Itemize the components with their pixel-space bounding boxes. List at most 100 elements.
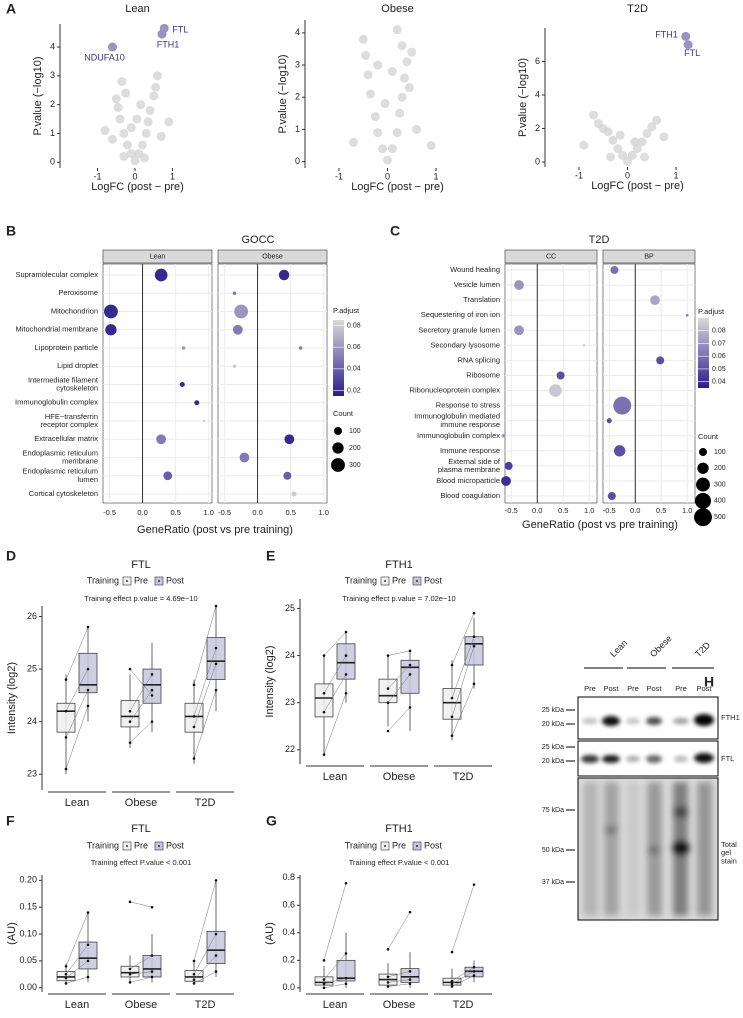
pair-line bbox=[65, 705, 89, 770]
point bbox=[153, 71, 162, 81]
dot bbox=[103, 304, 118, 319]
panel bbox=[102, 263, 213, 504]
color-tick-label: 0.06 bbox=[347, 344, 361, 351]
x-tick-label: Lean bbox=[323, 771, 347, 783]
point bbox=[115, 114, 125, 124]
color-tick-label: 0.04 bbox=[712, 378, 726, 385]
point bbox=[349, 137, 359, 147]
size-key bbox=[695, 492, 711, 509]
point bbox=[647, 122, 657, 132]
point bbox=[192, 978, 196, 981]
legend-title: P.adjust bbox=[333, 306, 360, 315]
pair-line bbox=[451, 646, 475, 717]
panel-title: Lean bbox=[125, 3, 149, 15]
point bbox=[472, 974, 476, 977]
y-tick-label: 4 bbox=[535, 89, 540, 99]
pair-line bbox=[193, 663, 217, 727]
point bbox=[397, 41, 407, 51]
chart-title: GOCC bbox=[242, 234, 275, 246]
pair-line bbox=[451, 613, 475, 666]
category-label: HFE−transferrin receptor complex bbox=[40, 412, 98, 429]
x-tick-label: 1.0 bbox=[584, 506, 594, 515]
dot bbox=[105, 324, 117, 336]
point bbox=[86, 625, 90, 629]
x-tick-label: 0 bbox=[132, 171, 137, 181]
text-line: External side of bbox=[448, 457, 501, 466]
point bbox=[150, 954, 154, 957]
x-tick-label: Obese bbox=[383, 999, 415, 1011]
x-tick-label: 0 bbox=[385, 171, 390, 181]
point bbox=[618, 150, 628, 160]
point bbox=[108, 134, 117, 144]
highlight-point bbox=[683, 40, 693, 50]
legend-title: Training bbox=[345, 575, 377, 585]
category-label: Ribonucleoprotein complex bbox=[410, 386, 501, 395]
point bbox=[128, 967, 132, 971]
box bbox=[206, 930, 226, 964]
point bbox=[412, 124, 422, 134]
category-label: Ribosome bbox=[466, 370, 500, 379]
category-label: Endoplasmic reticulum membrane bbox=[23, 448, 98, 465]
color-tick-label: 0.04 bbox=[347, 366, 361, 373]
y-tick-label: 2 bbox=[535, 123, 540, 133]
point bbox=[322, 986, 326, 990]
pair-line bbox=[451, 975, 475, 987]
category-label: Vesicle lumen bbox=[454, 280, 500, 289]
category-label: Sequestering of iron ion bbox=[421, 310, 500, 319]
point bbox=[386, 687, 390, 690]
legend-label: Pre bbox=[392, 575, 406, 585]
color-tick-label: 0.05 bbox=[712, 366, 726, 373]
pair-line bbox=[323, 674, 347, 713]
point bbox=[358, 34, 368, 44]
point bbox=[117, 77, 127, 87]
point bbox=[450, 715, 454, 719]
point bbox=[408, 978, 412, 981]
gel-lane bbox=[626, 782, 640, 916]
legend-label: Post bbox=[166, 840, 185, 850]
category-label: Immunoglobulin mediated immune response bbox=[414, 412, 500, 429]
point bbox=[192, 972, 196, 976]
point bbox=[192, 959, 196, 963]
point bbox=[344, 976, 348, 980]
highlight-point bbox=[108, 42, 117, 52]
text-line: receptor complex bbox=[40, 420, 98, 429]
point bbox=[387, 144, 397, 154]
dot bbox=[549, 384, 562, 397]
point bbox=[322, 710, 326, 714]
point bbox=[579, 140, 589, 150]
legend-dot bbox=[158, 845, 160, 847]
category-label: Peroxisome bbox=[58, 288, 98, 297]
legend-dot bbox=[416, 580, 418, 582]
text-line: Endoplasmic reticulum bbox=[23, 467, 98, 476]
pair-line bbox=[65, 690, 89, 738]
text-line: Total bbox=[721, 840, 737, 849]
pair-line bbox=[65, 668, 89, 712]
point bbox=[472, 965, 476, 969]
box bbox=[142, 955, 162, 978]
point bbox=[64, 678, 68, 681]
x-axis-label: GeneRatio (post vs pre training) bbox=[522, 519, 678, 531]
x-tick-label: 1.0 bbox=[682, 506, 692, 515]
legend-dot bbox=[158, 580, 160, 582]
dot bbox=[291, 491, 297, 497]
y-axis-label: P.value (−log10) bbox=[517, 58, 529, 137]
lane-label: Pre bbox=[584, 684, 596, 693]
subtitle: Training effect p.value = 7.02e−10 bbox=[342, 594, 455, 603]
strip bbox=[504, 249, 598, 264]
dot bbox=[650, 295, 660, 306]
y-tick-label: 0.00 bbox=[19, 982, 37, 992]
panel-letter: C bbox=[390, 223, 400, 239]
point bbox=[128, 900, 132, 904]
dot bbox=[613, 396, 632, 415]
point bbox=[383, 155, 392, 165]
strip bbox=[602, 249, 696, 264]
point bbox=[128, 741, 132, 744]
dot bbox=[163, 471, 173, 481]
text-line: HFE−transferrin bbox=[45, 412, 98, 421]
marker-label: 37 kDa bbox=[542, 879, 564, 886]
x-tick-label: 1 bbox=[434, 171, 439, 181]
point bbox=[119, 128, 129, 138]
y-tick-label: 4 bbox=[295, 27, 300, 37]
x-tick-label: -1 bbox=[575, 170, 583, 180]
size-label: 200 bbox=[349, 445, 361, 452]
